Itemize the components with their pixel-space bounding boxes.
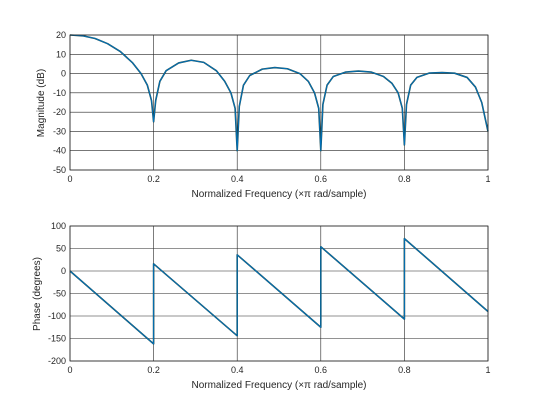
magnitude-y-tick-label: 10 bbox=[56, 49, 66, 59]
magnitude-y-tick-label: -20 bbox=[53, 107, 66, 117]
phase-y-tick-label: 100 bbox=[51, 221, 66, 231]
phase-x-axis-label: Normalized Frequency (×π rad/sample) bbox=[191, 380, 366, 391]
magnitude-series bbox=[69, 34, 489, 152]
phase-y-tick-label: -200 bbox=[48, 356, 66, 366]
phase-axes-box bbox=[69, 225, 489, 362]
phase-plot: 0 0.2 0.4 0.6 0.8 1 -200 -150 -100 -50 0 50 100 Nor… bbox=[32, 221, 491, 391]
phase-y-axis-label: Phase (degrees) bbox=[32, 257, 43, 331]
magnitude-axes-box bbox=[69, 34, 489, 171]
phase-y-tick-label: 50 bbox=[56, 244, 66, 254]
phase-x-ticks: 0 0.2 0.4 0.6 0.8 1 bbox=[67, 365, 490, 375]
magnitude-y-tick-label: -30 bbox=[53, 126, 66, 136]
phase-y-tick-label: 0 bbox=[61, 266, 66, 276]
phase-x-tick-label: 0.6 bbox=[315, 365, 328, 375]
phase-y-tick-label: -150 bbox=[48, 334, 66, 344]
magnitude-y-tick-label: 20 bbox=[56, 30, 66, 40]
magnitude-x-tick-label: 1 bbox=[485, 174, 490, 184]
magnitude-y-tick-label: 0 bbox=[61, 69, 66, 79]
magnitude-x-ticks: 0 0.2 0.4 0.6 0.8 1 bbox=[67, 174, 490, 184]
phase-response-line bbox=[69, 238, 489, 345]
magnitude-y-axis-label: Magnitude (dB) bbox=[36, 69, 47, 137]
magnitude-response-line bbox=[69, 34, 489, 152]
magnitude-y-tick-label: -40 bbox=[53, 146, 66, 156]
magnitude-plot: 0 0.2 0.4 0.6 0.8 1 -50 -40 -30 -20 -10 0 10 20 Norm… bbox=[36, 30, 491, 200]
magnitude-x-tick-label: 0.4 bbox=[231, 174, 244, 184]
phase-x-tick-label: 0.4 bbox=[231, 365, 244, 375]
phase-series bbox=[69, 237, 489, 345]
magnitude-x-tick-label: 0 bbox=[67, 174, 72, 184]
phase-x-tick-label: 0.8 bbox=[398, 365, 411, 375]
magnitude-y-ticks: -50 -40 -30 -20 -10 0 10 20 bbox=[53, 30, 66, 175]
magnitude-y-tick-label: -50 bbox=[53, 165, 66, 175]
magnitude-x-tick-label: 0.2 bbox=[147, 174, 160, 184]
phase-x-tick-label: 0.2 bbox=[147, 365, 160, 375]
phase-y-ticks: -200 -150 -100 -50 0 50 100 bbox=[48, 221, 66, 366]
phase-y-tick-label: -50 bbox=[53, 289, 66, 299]
magnitude-y-tick-label: -10 bbox=[53, 88, 66, 98]
magnitude-x-tick-label: 0.8 bbox=[398, 174, 411, 184]
phase-x-tick-label: 0 bbox=[67, 365, 72, 375]
phase-y-tick-label: -100 bbox=[48, 311, 66, 321]
magnitude-x-axis-label: Normalized Frequency (×π rad/sample) bbox=[191, 189, 366, 200]
magnitude-x-tick-label: 0.6 bbox=[315, 174, 328, 184]
phase-x-tick-label: 1 bbox=[485, 365, 490, 375]
